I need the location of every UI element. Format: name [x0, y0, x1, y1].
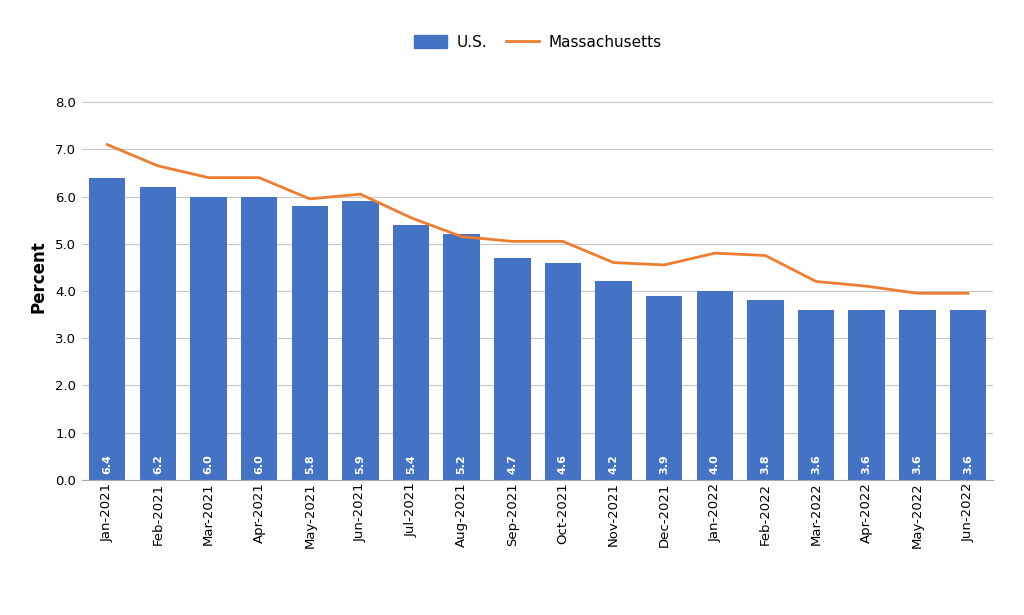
- Bar: [342, 201, 379, 480]
- Text: 3.6: 3.6: [963, 454, 973, 474]
- Bar: [646, 296, 682, 480]
- Bar: [443, 234, 480, 480]
- Text: 4.6: 4.6: [558, 454, 568, 474]
- Text: 3.8: 3.8: [761, 454, 770, 474]
- Text: 3.6: 3.6: [862, 454, 871, 474]
- Bar: [393, 225, 429, 480]
- Bar: [190, 197, 226, 480]
- Bar: [798, 310, 835, 480]
- Text: 5.8: 5.8: [305, 454, 314, 474]
- Bar: [595, 282, 632, 480]
- Text: 4.0: 4.0: [710, 454, 720, 474]
- Text: 5.2: 5.2: [457, 454, 467, 474]
- Text: 4.7: 4.7: [507, 454, 517, 474]
- Bar: [494, 258, 530, 480]
- Bar: [748, 300, 783, 480]
- Bar: [241, 197, 278, 480]
- Text: 6.2: 6.2: [153, 454, 163, 474]
- Text: 6.0: 6.0: [254, 454, 264, 474]
- Legend: U.S., Massachusetts: U.S., Massachusetts: [408, 29, 668, 56]
- Bar: [292, 206, 328, 480]
- Bar: [949, 310, 986, 480]
- Bar: [899, 310, 936, 480]
- Text: 6.4: 6.4: [102, 454, 113, 474]
- Text: 6.0: 6.0: [204, 454, 213, 474]
- Text: 3.9: 3.9: [659, 454, 669, 474]
- Y-axis label: Percent: Percent: [29, 240, 47, 313]
- Bar: [139, 187, 176, 480]
- Text: 4.2: 4.2: [608, 454, 618, 474]
- Bar: [545, 263, 582, 480]
- Bar: [89, 178, 126, 480]
- Bar: [696, 291, 733, 480]
- Text: 3.6: 3.6: [912, 454, 923, 474]
- Bar: [849, 310, 885, 480]
- Text: 3.6: 3.6: [811, 454, 821, 474]
- Text: 5.4: 5.4: [407, 454, 416, 474]
- Text: 5.9: 5.9: [355, 454, 366, 474]
